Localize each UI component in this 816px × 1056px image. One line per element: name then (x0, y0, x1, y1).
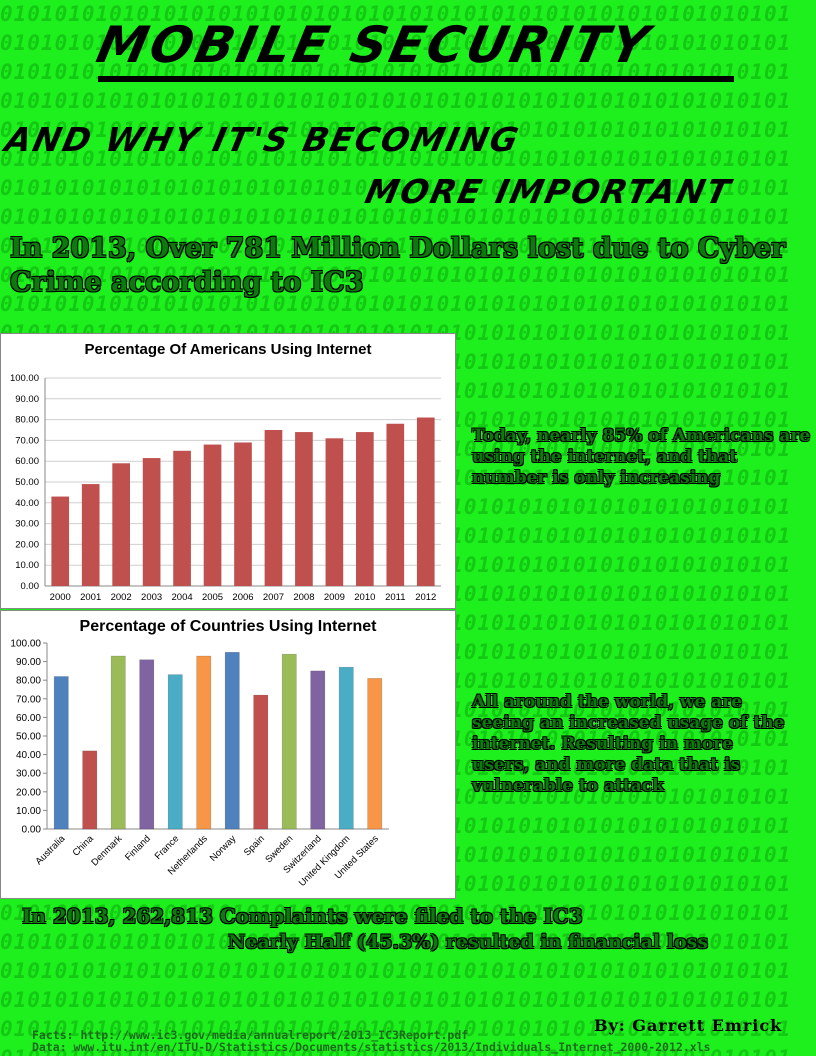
bar (139, 659, 155, 830)
poster-title: MOBILE SECURITY (0, 14, 816, 86)
americans-internet-chart: Percentage Of Americans Using Internet 0… (0, 333, 456, 609)
chart-title: Percentage of Countries Using Internet (79, 618, 377, 635)
y-tick-label: 90.00 (16, 657, 41, 668)
x-tick-label: Norway (208, 833, 239, 864)
title-text: MOBILE SECURITY (91, 16, 657, 74)
x-tick-label: 2004 (172, 592, 193, 603)
bar (253, 694, 269, 830)
bar (224, 652, 240, 830)
bar (51, 496, 70, 586)
sources: Facts: http://www.ic3.gov/media/annualre… (32, 1029, 711, 1053)
bar (386, 423, 405, 586)
y-tick-label: 0.00 (22, 825, 42, 836)
bar (82, 750, 98, 830)
bar (234, 442, 252, 586)
chart-plot: 0.00 10.00 20.00 30.00 40.00 50.00 60.00 70.00 8… (10, 639, 389, 889)
y-tick-label: 60.00 (16, 713, 41, 724)
y-tick-label: 10.00 (15, 560, 39, 571)
bar (416, 417, 435, 586)
x-tick-label: 2005 (202, 592, 223, 603)
x-tick-label: 2002 (111, 592, 132, 603)
subtitle-line-2: MORE IMPORTANT (361, 172, 736, 211)
y-tick-label: 100.00 (10, 639, 41, 650)
y-tick-label: 20.00 (16, 787, 41, 798)
y-tick-label: 80.00 (16, 676, 41, 687)
title-underline (98, 76, 734, 82)
bar (81, 484, 100, 586)
y-tick-label: 90.00 (15, 394, 39, 405)
x-tick-label: China (71, 833, 97, 859)
x-tick-label: Australia (33, 833, 67, 867)
y-tick-label: 30.00 (16, 769, 41, 780)
y-tick-label: 40.00 (15, 498, 39, 509)
headline-statistic: In 2013, Over 781 Million Dollars lost d… (10, 233, 786, 298)
bar (325, 438, 344, 586)
financial-loss-statistic: Nearly Half (45.3%) resulted in financia… (228, 931, 709, 953)
x-tick-label: 2010 (354, 592, 375, 603)
x-tick-label: 2003 (141, 592, 162, 603)
data-source: Data: www.itu.int/en/ITU-D/Statistics/Do… (32, 1040, 711, 1054)
y-tick-label: 60.00 (15, 456, 39, 467)
subtitle-line-1: AND WHY IT'S BECOMING (1, 120, 524, 159)
bar (196, 655, 212, 830)
bar (310, 670, 326, 830)
facts-source: Facts: http://www.ic3.gov/media/annualre… (32, 1028, 469, 1042)
bar (203, 444, 222, 586)
x-tick-label: 2001 (80, 592, 101, 603)
bar (173, 450, 191, 586)
bar (367, 678, 383, 830)
chart-plot: 0.00 10.00 20.00 30.00 40.00 50.00 60.00 70.00 8… (10, 373, 441, 603)
y-tick-label: 50.00 (16, 732, 41, 743)
x-tick-label: 2009 (324, 592, 345, 603)
x-tick-label: 2008 (293, 592, 314, 603)
y-tick-label: 40.00 (16, 750, 41, 761)
y-tick-label: 30.00 (15, 519, 39, 530)
americans-usage-note: Today, nearly 85% of Americans are using… (472, 426, 811, 488)
x-tick-label: 2011 (385, 592, 405, 603)
bar (264, 430, 283, 586)
bar (281, 653, 297, 830)
bar (112, 463, 130, 586)
chart-title: Percentage Of Americans Using Internet (84, 341, 372, 358)
y-tick-label: 0.00 (21, 581, 40, 592)
bar (167, 674, 183, 830)
x-tick-label: Spain (242, 833, 267, 858)
x-tick-label: 2000 (50, 592, 71, 603)
bar (53, 676, 69, 830)
bar (356, 432, 374, 586)
x-tick-label: 2007 (263, 592, 284, 603)
y-tick-label: 20.00 (15, 539, 39, 550)
x-tick-label: Denmark (89, 833, 124, 868)
y-tick-label: 80.00 (15, 415, 39, 426)
complaints-statistic: In 2013, 262,813 Complaints were filed t… (22, 904, 583, 928)
bar (295, 432, 313, 586)
y-tick-label: 100.00 (10, 373, 39, 384)
world-usage-note: All around the world, we are seeing an i… (472, 692, 785, 796)
x-tick-label: 2006 (232, 592, 253, 603)
bar (338, 666, 354, 830)
author-byline: By: Garrett Emrick (594, 1016, 783, 1035)
bar (142, 458, 161, 586)
y-tick-label: 50.00 (15, 477, 39, 488)
y-tick-label: 10.00 (16, 806, 41, 817)
y-tick-label: 70.00 (15, 435, 39, 446)
x-tick-label: Finland (123, 833, 153, 863)
bar (110, 655, 126, 830)
x-tick-label: 2012 (415, 592, 436, 603)
y-tick-label: 70.00 (16, 694, 41, 705)
countries-internet-chart: Percentage of Countries Using Internet 0… (0, 610, 456, 899)
